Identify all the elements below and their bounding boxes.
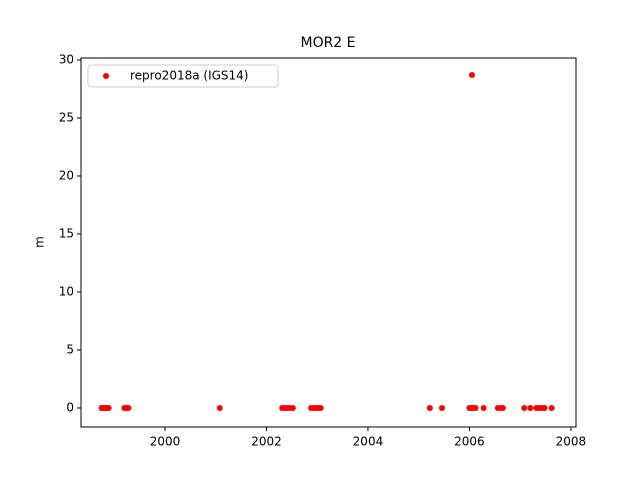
data-point [541, 404, 548, 411]
data-point [548, 404, 555, 411]
data-point [439, 404, 446, 411]
x-tick-label: 2000 [150, 435, 181, 449]
data-point [480, 404, 487, 411]
data-point [468, 72, 475, 79]
y-tick-label: 15 [59, 226, 74, 240]
data-point [105, 404, 112, 411]
y-tick-label: 10 [59, 284, 74, 298]
chart-title: MOR2 E [300, 35, 355, 51]
x-tick-label: 2004 [353, 435, 384, 449]
axes-frame [80, 57, 577, 428]
legend-box [87, 64, 279, 88]
y-tick-label: 25 [59, 110, 74, 124]
x-tick-label: 2002 [251, 435, 282, 449]
data-point [527, 404, 534, 411]
x-tick-label: 2008 [556, 435, 587, 449]
data-point [216, 404, 223, 411]
data-point [125, 404, 132, 411]
data-point [499, 404, 506, 411]
y-tick-label: 5 [66, 342, 74, 356]
legend-label: repro2018a (IGS14) [130, 69, 248, 83]
y-tick-label: 20 [59, 168, 74, 182]
data-point [317, 404, 324, 411]
data-point [426, 404, 433, 411]
y-tick-label: 30 [59, 52, 74, 66]
data-point [289, 404, 296, 411]
legend-marker [103, 73, 109, 79]
x-tick-label: 2006 [454, 435, 485, 449]
data-point [521, 404, 528, 411]
y-tick-label: 0 [66, 400, 74, 414]
data-point [472, 404, 479, 411]
y-axis-label: m [33, 236, 47, 248]
